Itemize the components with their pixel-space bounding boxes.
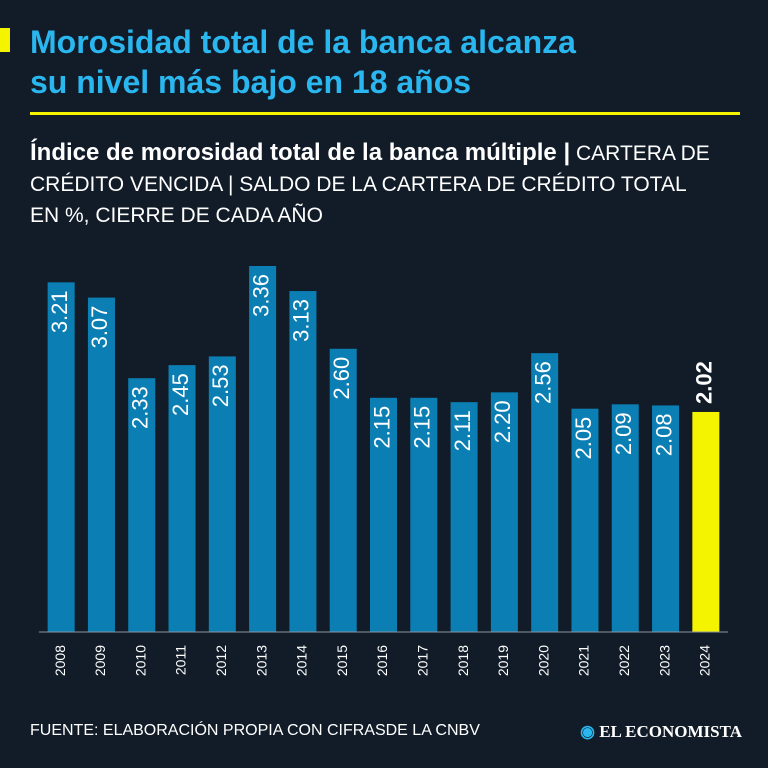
value-label: 2.08 (651, 413, 676, 456)
value-label: 3.36 (248, 274, 273, 317)
x-tick-label: 2020 (535, 645, 551, 676)
x-tick-label: 2008 (52, 645, 68, 676)
title-line: su nivel más bajo en 18 años (30, 64, 472, 100)
value-label: 2.53 (208, 364, 233, 407)
x-tick-label: 2023 (656, 645, 672, 676)
title-marker (0, 28, 10, 52)
bar (692, 411, 720, 632)
value-label: 3.07 (87, 306, 112, 349)
bar (611, 404, 639, 632)
value-label: 2.05 (571, 417, 596, 460)
value-label: 2.02 (692, 361, 717, 404)
value-label: 2.20 (490, 400, 515, 443)
value-label: 2.56 (530, 361, 555, 404)
bar (168, 365, 196, 632)
bar (87, 297, 115, 632)
x-tick-label: 2022 (616, 645, 632, 676)
value-label: 3.13 (289, 299, 314, 342)
bar (410, 397, 438, 632)
value-label: 3.21 (47, 290, 72, 333)
bar (289, 291, 317, 632)
subtitle-bold: Índice de morosidad total de la banca mú… (30, 139, 571, 166)
value-label: 2.33 (128, 386, 153, 429)
x-tick-label: 2014 (294, 645, 310, 676)
value-label: 2.15 (410, 406, 435, 449)
x-tick-label: 2024 (697, 645, 713, 676)
bar (531, 353, 559, 632)
bar (652, 405, 680, 632)
bar (571, 408, 599, 632)
logo: ◉ EL ECONOMISTA (580, 722, 742, 741)
bar (128, 378, 156, 632)
bar (370, 397, 397, 632)
value-label: 2.60 (329, 357, 354, 400)
bar (329, 348, 357, 632)
value-label: 2.45 (168, 373, 193, 416)
x-tick-label: 2010 (132, 645, 148, 676)
x-tick-label: 2011 (173, 645, 189, 675)
bar (249, 266, 277, 632)
value-label: 2.11 (450, 410, 475, 451)
x-tick-label: 2019 (495, 645, 511, 676)
x-tick-label: 2016 (374, 645, 390, 676)
bar (450, 402, 478, 632)
bar (490, 392, 518, 632)
subtitle: Índice de morosidad total de la banca mú… (30, 137, 720, 231)
x-tick-label: 2012 (213, 645, 229, 676)
title-line: Morosidad total de la banca alcanza (30, 24, 576, 60)
x-tick-label: 2017 (414, 645, 430, 676)
logo-text: EL ECONOMISTA (599, 722, 742, 741)
x-tick-label: 2013 (253, 645, 269, 676)
value-label: 2.09 (611, 412, 636, 455)
value-label: 2.15 (369, 406, 394, 449)
x-tick-label: 2015 (334, 645, 350, 676)
x-tick-label: 2021 (576, 645, 592, 676)
subtitle-text: CARTERA DE CRÉDITO VENCIDA | SALDO DE LA… (30, 142, 710, 227)
bar (47, 282, 75, 632)
title-rule (30, 112, 740, 115)
source: FUENTE: ELABORACIÓN PROPIA CON CIFRASDE … (30, 722, 480, 739)
chart-title: Morosidad total de la banca alcanza su n… (30, 22, 576, 102)
x-tick-label: 2009 (92, 645, 108, 676)
x-tick-label: 2018 (455, 645, 471, 676)
bar (208, 356, 236, 632)
